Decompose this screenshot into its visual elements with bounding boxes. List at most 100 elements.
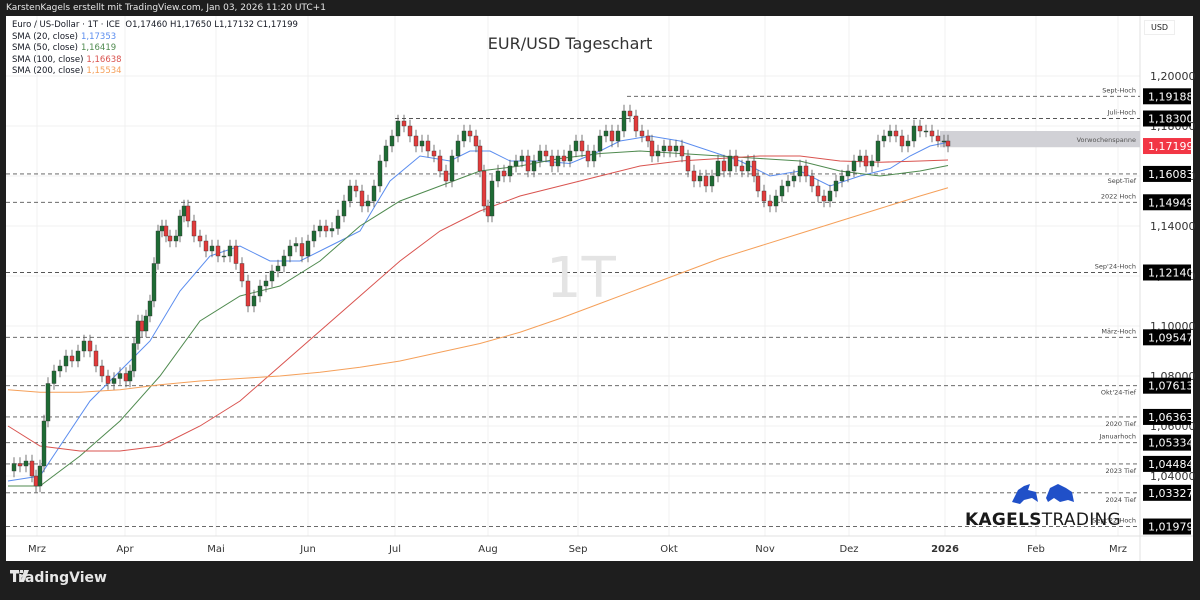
candle	[87, 340, 93, 352]
candle	[633, 115, 639, 132]
level-label: Sept'22-Hoch	[1092, 517, 1136, 525]
candle	[359, 190, 365, 207]
level-label: 2024 Tief	[1106, 496, 1137, 504]
candle	[887, 130, 893, 137]
candle	[377, 160, 383, 187]
x-tick: Sep	[569, 544, 588, 555]
candle	[443, 170, 449, 182]
candle	[531, 160, 537, 172]
candle	[365, 200, 371, 207]
level-price-tag: 1,05334	[1148, 437, 1194, 450]
currency-label[interactable]: USD	[1144, 20, 1176, 35]
candle	[609, 130, 615, 142]
level-label: Sept-Hoch	[1102, 86, 1136, 94]
candle	[173, 235, 179, 242]
candle	[383, 145, 389, 162]
candle	[17, 463, 23, 467]
candle	[639, 130, 645, 137]
candle	[425, 140, 431, 152]
candle	[555, 155, 561, 167]
candle	[245, 280, 251, 307]
chart-title: EUR/USD Tageschart	[487, 34, 653, 53]
x-tick: 2026	[931, 544, 959, 555]
x-tick: Jun	[299, 544, 316, 555]
candle	[821, 195, 827, 202]
level-price-tag: 1,16083	[1148, 168, 1194, 181]
candle	[761, 190, 767, 202]
sma100-line	[7, 155, 949, 452]
candle	[139, 320, 145, 332]
candle	[163, 225, 169, 237]
candle	[23, 460, 29, 467]
candle	[507, 165, 513, 177]
candle	[739, 165, 745, 172]
candle	[281, 255, 287, 267]
candle	[143, 315, 149, 332]
level-label: 2020 Tief	[1106, 420, 1137, 428]
candle	[501, 170, 507, 177]
candle	[797, 165, 803, 177]
candle	[839, 175, 845, 182]
candle	[41, 420, 47, 467]
candle	[809, 175, 815, 187]
candle	[567, 150, 573, 162]
sma50-line	[8, 150, 949, 487]
sma-legend-2[interactable]: SMA (100, close) 1,16638	[12, 54, 122, 65]
sma200-line	[7, 187, 949, 393]
candle	[127, 370, 133, 382]
candle	[81, 340, 87, 352]
candle	[661, 145, 667, 152]
candle	[455, 140, 461, 157]
candle	[881, 135, 887, 142]
sma-legend-3[interactable]: SMA (200, close) 1,15534	[12, 66, 122, 77]
zone-label: Vorwochenspanne	[1077, 136, 1136, 144]
kagels-trading-logo: KAGELSTRADING	[965, 480, 1121, 530]
candle	[597, 135, 603, 152]
candle	[899, 135, 905, 147]
candle	[105, 375, 111, 384]
candle	[93, 350, 99, 367]
candle	[51, 370, 57, 384]
candle	[389, 135, 395, 147]
candle	[481, 170, 487, 207]
candle	[573, 140, 579, 152]
level-price-tag: 1,04484	[1148, 458, 1194, 471]
candle	[135, 320, 141, 344]
candle	[709, 175, 715, 187]
candle	[485, 205, 491, 217]
sma-legend-1[interactable]: SMA (50, close) 1,16419	[12, 43, 117, 54]
candle	[233, 245, 239, 264]
candle	[929, 130, 935, 137]
x-tick: Nov	[755, 544, 775, 555]
candle	[591, 150, 597, 162]
symbol-line[interactable]: Euro / US-Dollar · 1T · ICE O1,17460 H1,…	[12, 20, 298, 30]
x-tick: Mrz	[1109, 544, 1127, 555]
candle	[751, 160, 757, 177]
candle	[191, 220, 197, 237]
candle	[75, 350, 81, 362]
candle	[513, 160, 519, 167]
attribution-bar: KarstenKagels erstellt mit TradingView.c…	[6, 3, 326, 13]
level-label: Okt'24-Tief	[1101, 389, 1137, 397]
candle	[649, 140, 655, 157]
candle	[317, 225, 323, 232]
candle	[923, 130, 929, 133]
candle	[627, 110, 633, 117]
sma-legend-0[interactable]: SMA (20, close) 1,17353	[12, 31, 117, 42]
candle	[123, 373, 129, 382]
candle	[329, 228, 335, 232]
candle	[537, 150, 543, 162]
x-tick: Aug	[478, 544, 498, 555]
level-price-tag: 1,01979	[1148, 521, 1194, 534]
candle	[467, 130, 473, 137]
candle	[257, 285, 263, 297]
candle	[311, 230, 317, 242]
candle	[845, 170, 851, 177]
candle	[33, 475, 39, 487]
tradingview-branding[interactable]: TradingView	[10, 570, 107, 586]
candle	[353, 185, 359, 192]
x-tick: Okt	[660, 544, 678, 555]
candle	[745, 160, 751, 172]
candle	[401, 120, 407, 127]
